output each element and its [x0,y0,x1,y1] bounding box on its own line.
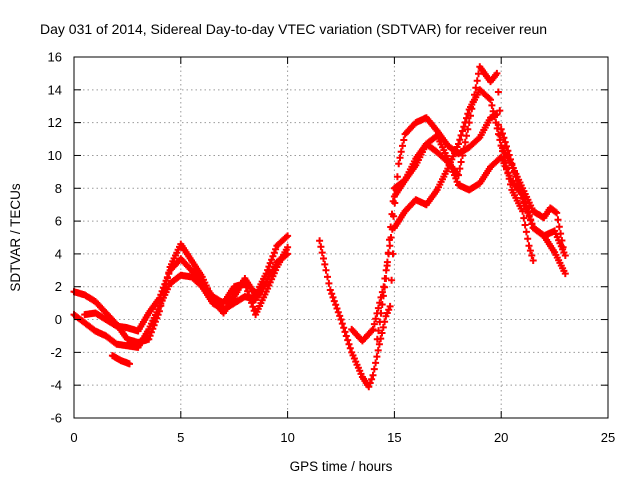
x-tick-label: 10 [280,430,294,445]
y-axis-title: SDTVAR / TECUs [8,183,23,292]
tick-layer: 0 5 10 15 20 25 -6 -4 -2 0 2 4 6 8 10 12 14 16 [48,50,616,446]
series-s3 [81,243,292,335]
series-s5 [316,86,537,391]
series-marks [108,352,133,368]
series-marks [390,132,569,259]
y-tick-label: -2 [50,345,62,360]
y-tick-label: 0 [55,312,62,327]
y-tick-label: 4 [55,246,62,261]
marker-layer [70,63,569,391]
x-tick-label: 15 [387,430,401,445]
x-tick-label: 0 [70,430,77,445]
y-tick-label: 16 [48,50,62,65]
x-tick-label: 25 [601,430,615,445]
series-s4 [108,352,133,368]
chart-title: Day 031 of 2014, Sidereal Day-to-day VTE… [40,21,547,37]
series-s8 [390,132,569,259]
y-tick-label: -4 [50,378,62,393]
x-axis-title: GPS time / hours [290,459,393,474]
series-marks [316,86,537,391]
plot-frame [73,56,609,419]
y-tick-label: -6 [50,411,62,426]
x-tick-label: 5 [177,430,184,445]
y-tick-label: 2 [55,279,62,294]
x-tick-label: 20 [494,430,508,445]
series-marks [81,243,292,335]
y-tick-label: 10 [48,148,62,163]
y-tick-label: 14 [48,82,62,97]
y-tick-label: 12 [48,115,62,130]
y-tick-label: 6 [55,214,62,229]
y-tick-label: 8 [55,181,62,196]
